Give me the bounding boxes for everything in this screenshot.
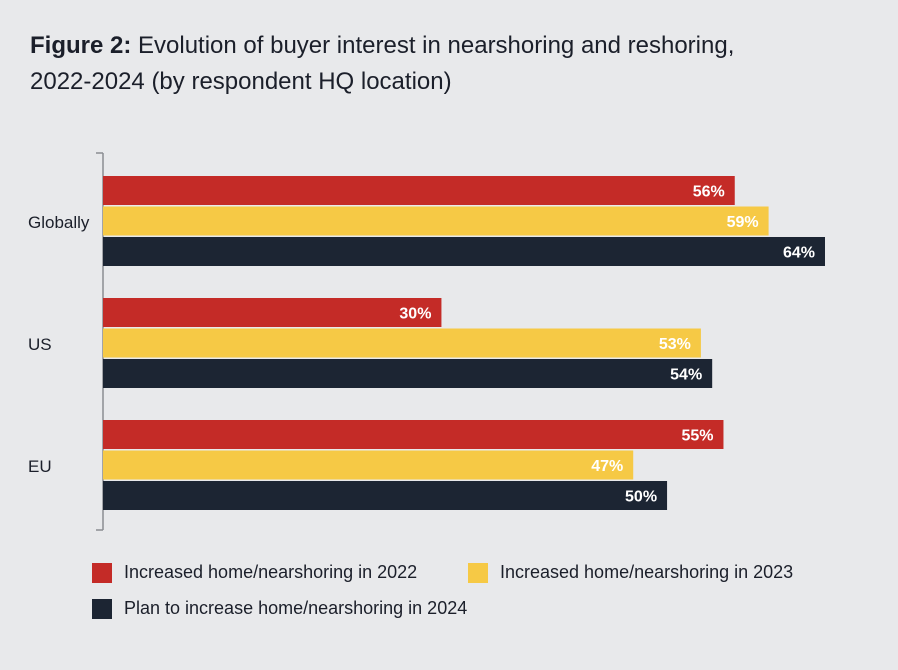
data-label-globally-2024: 64% xyxy=(783,245,815,262)
data-label-eu-2024: 50% xyxy=(625,489,657,506)
chart-title: Figure 2: Evolution of buyer interest in… xyxy=(30,28,870,100)
bar-globally-2022 xyxy=(103,176,735,205)
bar-chart: Globally 56%59% 64% US 30% 53% 54% EU 55% 47%50% xyxy=(28,152,825,531)
bar-us-2022 xyxy=(103,298,442,327)
legend-label-2023: Increased home/nearshoring in 2023 xyxy=(500,562,794,582)
legend-swatch-2022 xyxy=(92,562,112,583)
data-label-globally-2023: 59% xyxy=(727,214,759,231)
category-label-eu: EU xyxy=(28,457,52,476)
data-label-us-2022: 30% xyxy=(399,306,431,323)
bar-eu-2023 xyxy=(103,450,634,480)
legend-label-2022: Increased home/nearshoring in 2022 xyxy=(124,562,418,582)
bar-eu-2024 xyxy=(103,481,668,510)
bar-globally-2024 xyxy=(103,237,825,266)
data-label-globally-2022: 56% xyxy=(693,184,725,201)
bar-us-2023 xyxy=(103,328,701,358)
legend-swatch-2023 xyxy=(468,562,488,583)
data-label-us-2024: 54% xyxy=(670,367,702,384)
bar-us-2024 xyxy=(103,359,713,388)
legend-label-2024: Plan to increase home/nearshoring in 202… xyxy=(124,598,468,618)
category-label-globally: Globally xyxy=(28,213,90,232)
data-label-us-2023: 53% xyxy=(659,336,691,353)
legend-item-2022: Increased home/nearshoring in 2022 xyxy=(92,562,417,583)
title-line-2: 2022-2024 (by respondent HQ location) xyxy=(30,68,452,95)
figure-label: Figure 2: xyxy=(30,32,132,59)
bar-eu-2022 xyxy=(103,420,724,449)
legend-swatch-2024 xyxy=(92,598,112,619)
title-line-1: Evolution of buyer interest in nearshori… xyxy=(138,32,735,59)
legend-item-2023: Increased home/nearshoring in 2023 xyxy=(468,562,793,583)
data-label-eu-2022: 55% xyxy=(681,428,713,445)
data-label-eu-2023: 47% xyxy=(591,458,623,475)
category-label-us: US xyxy=(28,335,52,354)
bar-globally-2023 xyxy=(103,206,769,236)
legend-item-2024: Plan to increase home/nearshoring in 202… xyxy=(92,598,467,619)
